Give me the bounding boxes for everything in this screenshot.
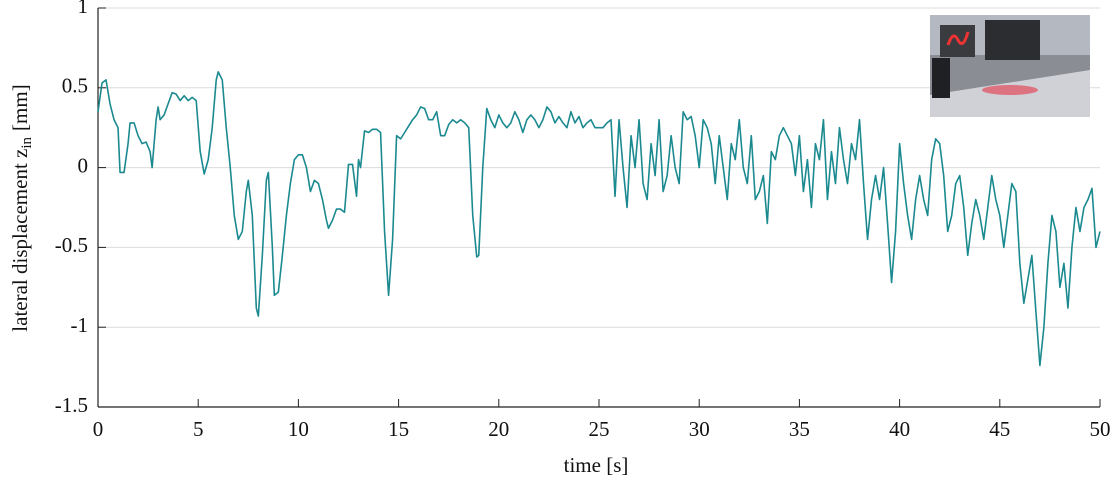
x-tick-label: 15	[388, 417, 409, 441]
x-tick-label: 50	[1090, 417, 1111, 441]
y-tick-label: 1	[78, 0, 89, 18]
y-tick-label: -1.5	[55, 393, 88, 417]
y-tick-label: 0.5	[62, 74, 88, 98]
x-tick-label: 5	[193, 417, 204, 441]
x-tick-label: 30	[689, 417, 710, 441]
y-tick-label: -1	[71, 313, 89, 337]
y-tick-label: 0	[78, 153, 89, 177]
y-axis-label-unit: [mm]	[8, 84, 32, 131]
y-axis-label-sub: in	[19, 136, 35, 148]
y-tick-label: -0.5	[55, 233, 88, 257]
inset-photo	[930, 15, 1090, 117]
data-line	[97, 71, 1101, 367]
x-tick-label: 25	[589, 417, 610, 441]
x-tick-label: 35	[789, 417, 810, 441]
x-axis-label: time [s]	[564, 453, 629, 477]
x-tick-label: 45	[989, 417, 1010, 441]
x-tick-label: 20	[488, 417, 509, 441]
x-tick-label: 10	[288, 417, 309, 441]
y-axis-label: lateral displacement zin [mm]	[8, 84, 36, 331]
plot-area: 10.50-0.5-1-1.50 5 10 15 20 25 30 35 40 45 50	[55, 0, 1111, 441]
x-tick-label: 0	[93, 417, 104, 441]
y-axis-label-main: lateral displacement z	[8, 149, 32, 332]
x-tick-label: 40	[889, 417, 910, 441]
